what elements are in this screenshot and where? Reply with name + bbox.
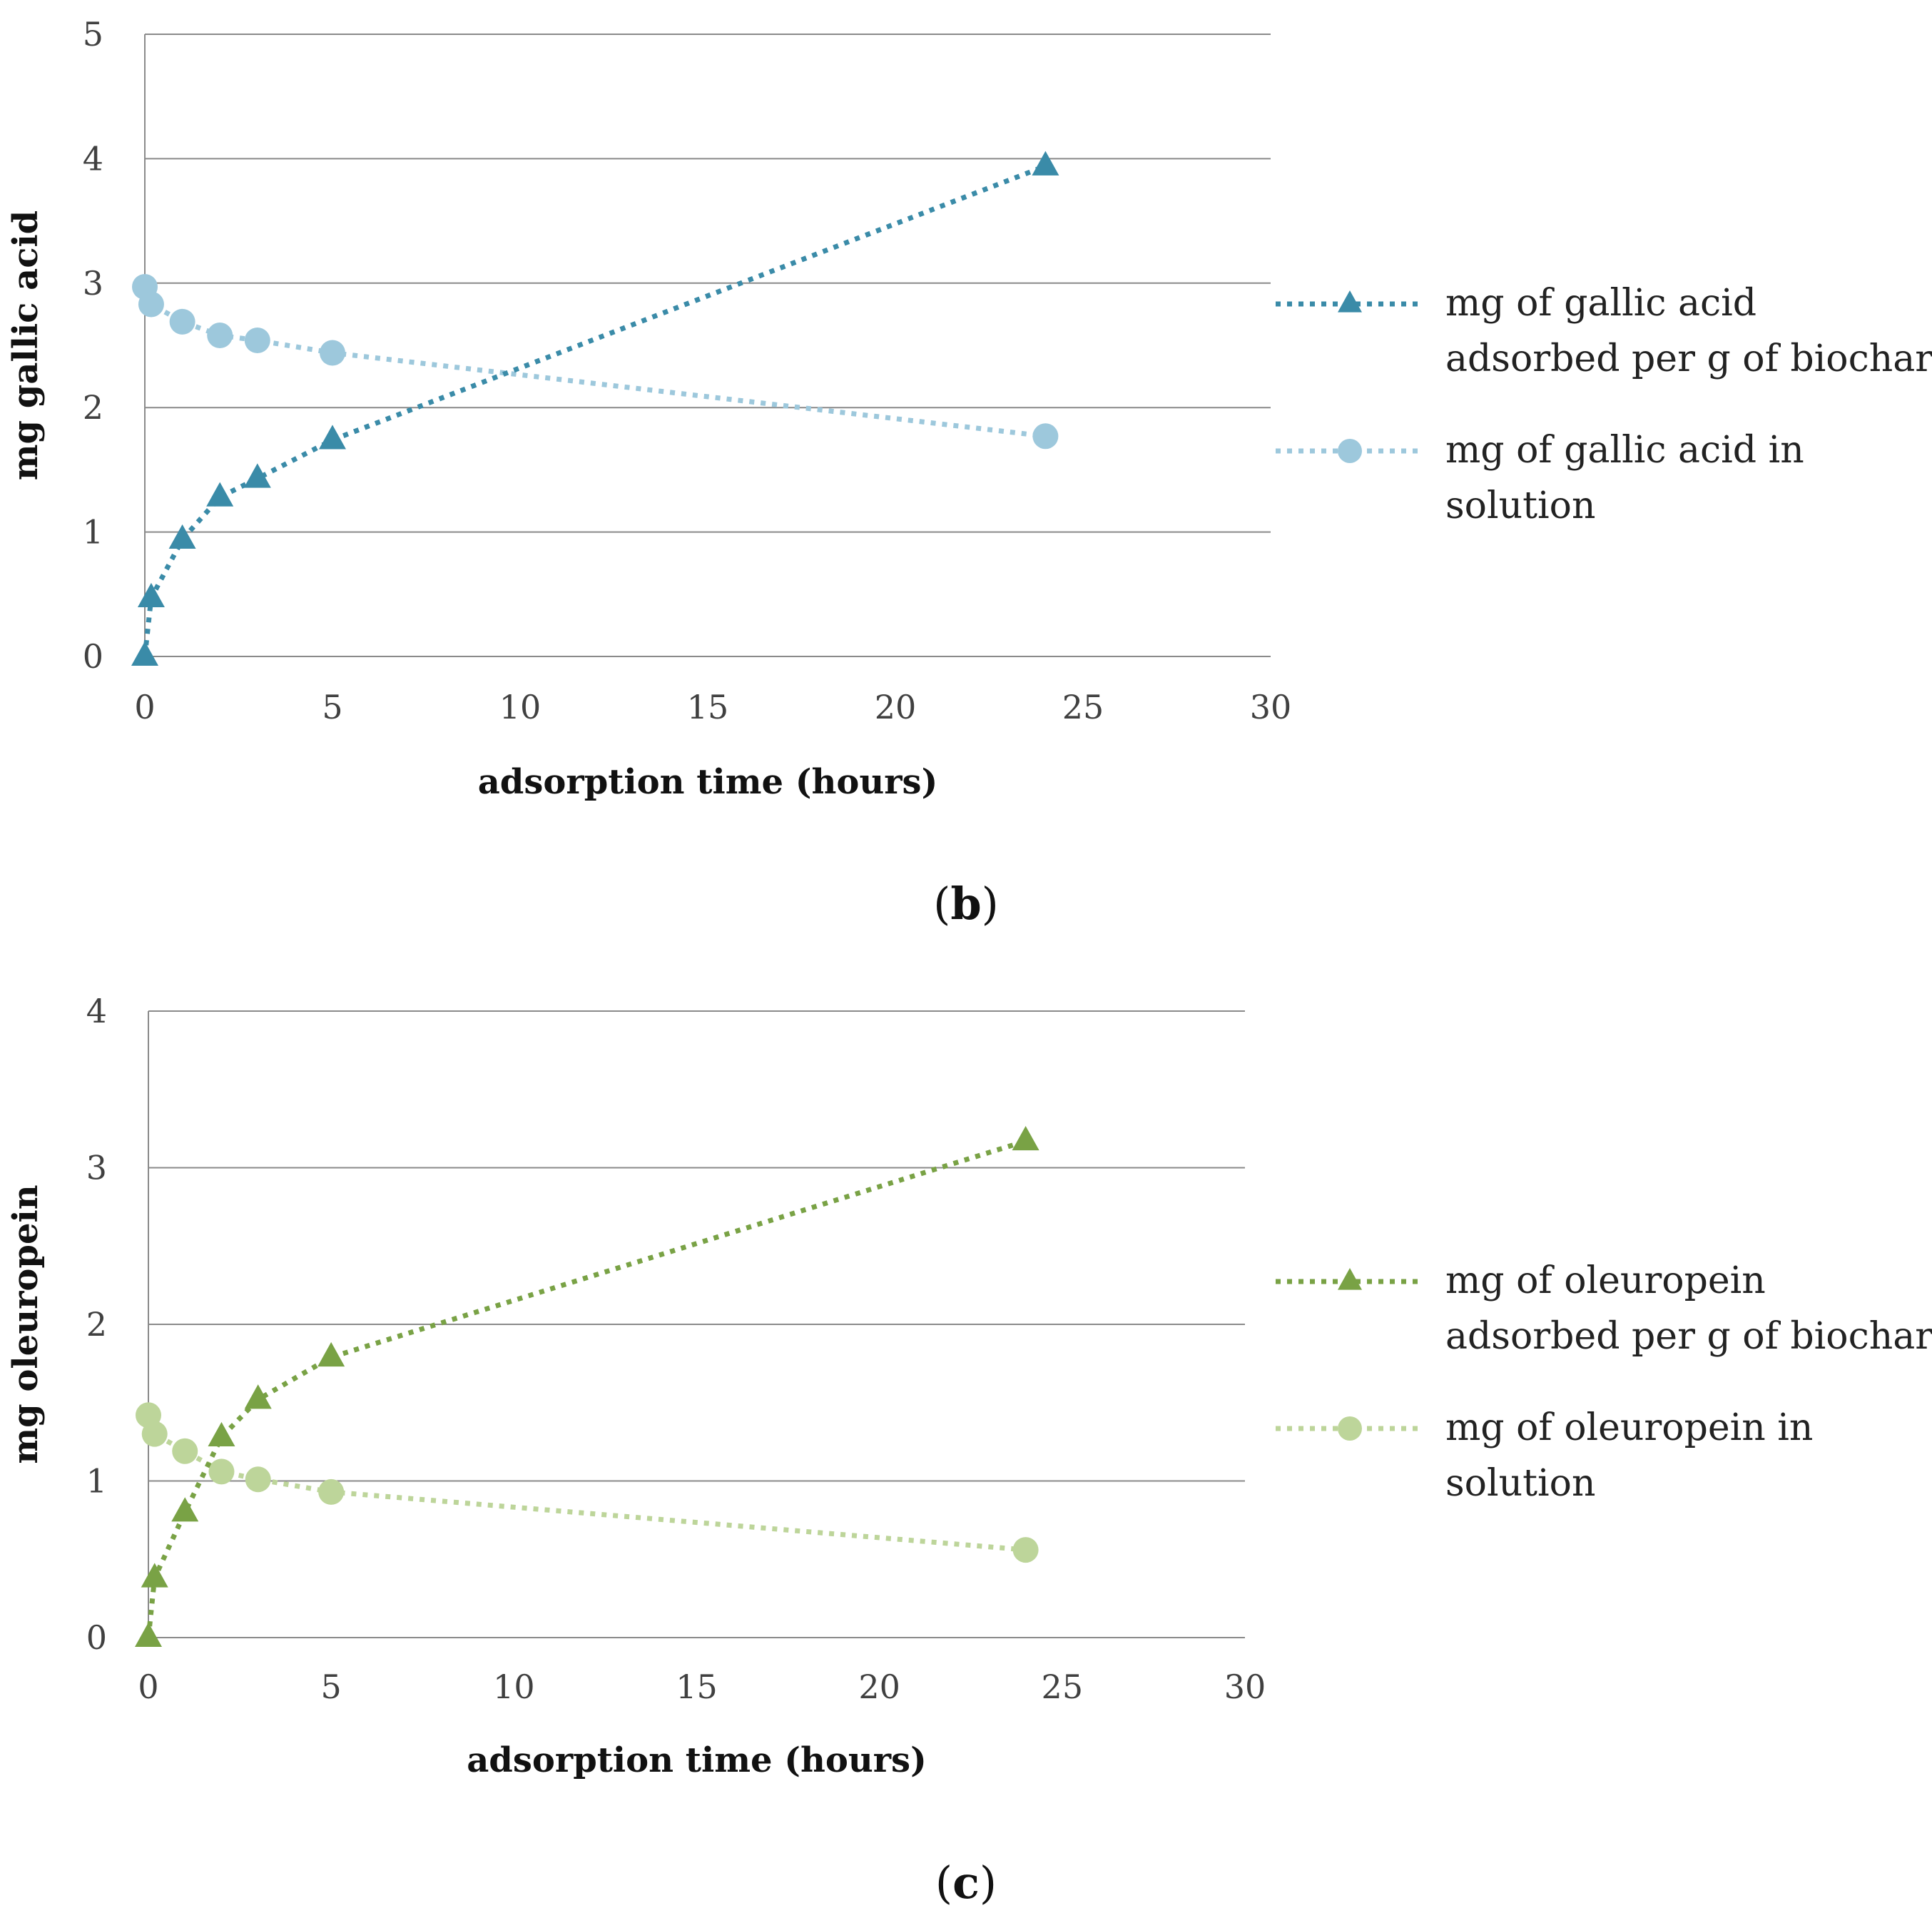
data-point-triangle bbox=[1012, 1125, 1039, 1151]
legend-entry-1: mg of gallic acid in solution bbox=[1276, 429, 1804, 527]
data-point-circle bbox=[141, 1421, 168, 1447]
x-tick-label: 30 bbox=[1250, 688, 1292, 726]
legend-label-continued: adsorbed per g of biochar bbox=[1445, 338, 1932, 380]
x-tick-label: 10 bbox=[493, 1668, 535, 1706]
data-point-circle bbox=[169, 308, 195, 335]
x-tick-label: 0 bbox=[134, 688, 155, 726]
y-tick-label: 3 bbox=[86, 1149, 107, 1187]
data-point-triangle bbox=[243, 463, 271, 488]
data-point-triangle bbox=[1032, 151, 1059, 176]
chart-panel-b: 0 1 2 3 4 5 0 5 10 15 20 25 30 adsorption time (hours… bbox=[6, 15, 1932, 930]
y-tick-label: 2 bbox=[86, 1305, 107, 1344]
legend-marker-triangle bbox=[1338, 1268, 1362, 1290]
data-point-circle bbox=[207, 323, 233, 349]
data-point-triangle bbox=[135, 1622, 162, 1647]
x-tick-label: 25 bbox=[1062, 688, 1104, 726]
y-tick-label: 1 bbox=[86, 1462, 107, 1501]
y-tick-label: 4 bbox=[86, 992, 107, 1030]
data-point-triangle bbox=[168, 524, 196, 549]
series-1 bbox=[136, 1402, 1039, 1563]
data-point-circle bbox=[245, 1466, 271, 1493]
x-tick-label: 5 bbox=[321, 1668, 342, 1706]
data-point-circle bbox=[172, 1438, 198, 1464]
x-tick-label: 20 bbox=[858, 1668, 900, 1706]
chart-panel-c: 0 1 2 3 4 0 5 10 15 20 25 30 adsorption time (hours)… bbox=[6, 992, 1932, 1909]
legend-entry-0: mg of oleuropein adsorbed per g of biocha… bbox=[1276, 1259, 1932, 1358]
legend-marker-circle bbox=[1338, 439, 1362, 463]
legend-entry-0: mg of gallic acid adsorbed per g of bioch… bbox=[1276, 282, 1932, 380]
y-axis-title: mg oleuropein bbox=[6, 1184, 46, 1463]
x-tick-label: 0 bbox=[138, 1668, 158, 1706]
legend-label: mg of gallic acid in bbox=[1445, 429, 1804, 472]
x-tick-label: 30 bbox=[1224, 1668, 1266, 1706]
data-point-circle bbox=[1012, 1537, 1039, 1563]
data-point-triangle bbox=[137, 582, 165, 608]
legend-label: mg of oleuropein bbox=[1445, 1259, 1766, 1302]
data-point-circle bbox=[244, 328, 270, 354]
data-point-circle bbox=[318, 1478, 345, 1505]
data-point-triangle bbox=[131, 641, 158, 666]
series-0 bbox=[135, 1125, 1039, 1647]
x-tick-label: 20 bbox=[875, 688, 917, 726]
panel-letter: b bbox=[950, 878, 981, 930]
y-tick-label: 2 bbox=[83, 388, 103, 427]
x-tick-label: 5 bbox=[322, 688, 342, 726]
data-point-circle bbox=[1032, 423, 1059, 450]
y-axis-title: mg gallic acid bbox=[6, 210, 46, 481]
data-point-triangle bbox=[317, 1341, 345, 1367]
x-tick-label: 15 bbox=[687, 688, 729, 726]
data-point-circle bbox=[138, 291, 164, 318]
series-line bbox=[142, 163, 1047, 657]
series-line bbox=[142, 285, 1046, 439]
data-point-circle bbox=[208, 1458, 235, 1485]
legend-label: mg of oleuropein in bbox=[1445, 1406, 1813, 1449]
series-line bbox=[146, 1414, 1026, 1553]
legend-label-continued: solution bbox=[1445, 1462, 1595, 1505]
data-point-triangle bbox=[244, 1384, 272, 1409]
series-line bbox=[146, 1138, 1027, 1638]
series-1 bbox=[132, 274, 1059, 450]
x-tick-label: 15 bbox=[676, 1668, 718, 1706]
legend-label: mg of gallic acid bbox=[1445, 282, 1756, 325]
legend-marker-triangle bbox=[1338, 290, 1362, 313]
x-axis-title: adsorption time (hours) bbox=[478, 762, 938, 802]
y-tick-label: 0 bbox=[86, 1618, 107, 1657]
x-axis-title: adsorption time (hours) bbox=[467, 1740, 927, 1780]
data-point-triangle bbox=[171, 1497, 199, 1522]
legend-entry-1: mg of oleuropein in solution bbox=[1276, 1406, 1813, 1505]
legend-label-continued: adsorbed per g of biochar bbox=[1445, 1315, 1932, 1358]
data-point-triangle bbox=[141, 1563, 168, 1588]
data-point-triangle bbox=[208, 1421, 235, 1447]
panel-label: (c) bbox=[935, 1857, 997, 1909]
data-point-triangle bbox=[206, 482, 234, 507]
y-tick-label: 3 bbox=[83, 264, 103, 303]
y-tick-label: 4 bbox=[83, 139, 103, 178]
y-tick-label: 5 bbox=[83, 15, 103, 54]
data-point-circle bbox=[320, 340, 345, 366]
data-point-triangle bbox=[319, 425, 346, 450]
series-0 bbox=[131, 151, 1059, 666]
legend-marker-circle bbox=[1338, 1416, 1362, 1441]
x-tick-label: 10 bbox=[499, 688, 542, 726]
legend-label-continued: solution bbox=[1445, 484, 1595, 527]
y-tick-label: 1 bbox=[83, 513, 103, 552]
x-tick-label: 25 bbox=[1042, 1668, 1084, 1706]
y-tick-label: 0 bbox=[83, 637, 103, 676]
panel-label: (b) bbox=[933, 878, 999, 930]
panel-letter: c bbox=[952, 1857, 980, 1909]
